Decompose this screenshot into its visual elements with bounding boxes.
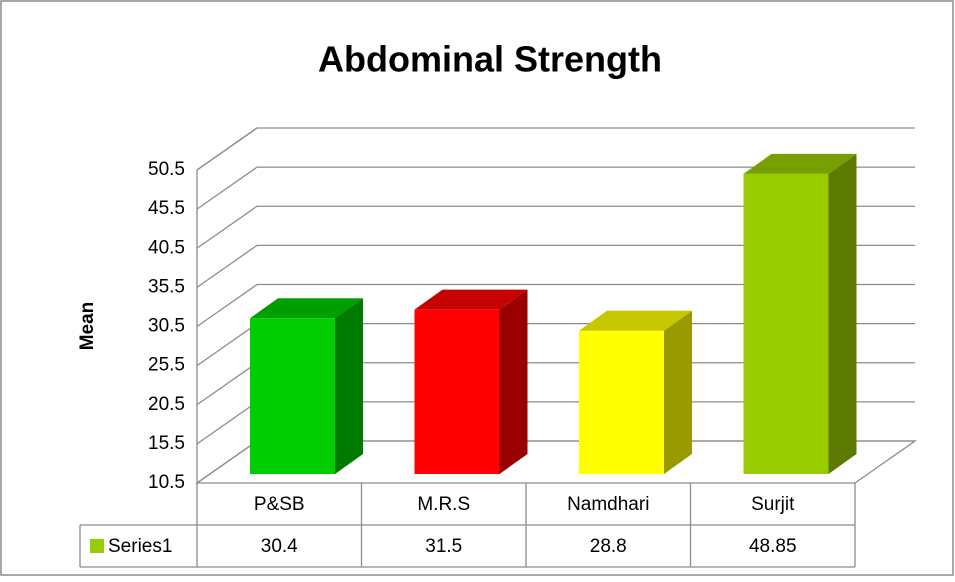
chart-title: Abdominal Strength	[318, 39, 662, 80]
data-label: 30.4	[261, 536, 298, 557]
grid-line	[196, 283, 915, 328]
y-tick-label: 15.5	[148, 433, 185, 454]
bar-top	[743, 153, 857, 174]
y-tick-label: 30.5	[148, 316, 185, 337]
legend-label: Series1	[108, 536, 172, 557]
y-tick-label: 25.5	[148, 355, 185, 376]
bar-side	[828, 153, 857, 474]
x-tick-label: Surjit	[751, 494, 795, 515]
legend-key	[90, 539, 104, 553]
y-tick-label: 50.5	[148, 159, 185, 180]
bar-top	[250, 298, 363, 319]
grid-line	[196, 205, 915, 249]
grid-line	[196, 127, 915, 171]
y-tick-label: 45.5	[148, 198, 185, 219]
bar-top	[414, 289, 528, 310]
data-label: 31.5	[425, 536, 462, 557]
bar	[250, 318, 335, 474]
grid-line	[196, 166, 915, 210]
data-label: 48.85	[749, 536, 797, 557]
bar	[414, 309, 500, 474]
bar-top	[579, 310, 692, 331]
y-axis-label: Mean	[77, 302, 98, 351]
y-tick-label: 40.5	[148, 237, 185, 258]
y-tick-label: 35.5	[148, 276, 185, 297]
data-label: 28.8	[590, 536, 627, 557]
bar-side	[499, 289, 528, 474]
bar-side	[664, 310, 692, 474]
grid-line	[196, 244, 915, 288]
x-tick-label: P&SB	[254, 494, 305, 515]
x-tick-label: Namdhari	[567, 494, 649, 515]
bar	[579, 330, 664, 474]
x-tick-label: M.R.S	[417, 494, 470, 515]
y-tick-label: 10.5	[148, 472, 185, 493]
y-tick-label: 20.5	[148, 394, 185, 415]
bar-side	[335, 298, 363, 474]
bar	[743, 173, 829, 474]
